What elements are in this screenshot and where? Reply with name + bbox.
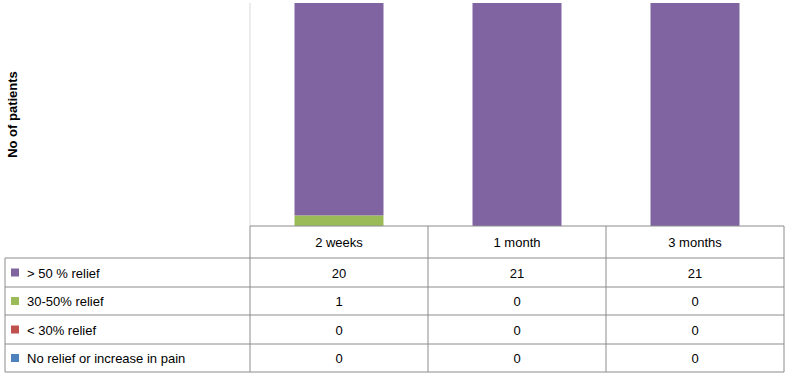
y-axis-line [250, 3, 251, 226]
legend-label: < 30% relief [27, 323, 96, 338]
table-value: 0 [691, 351, 698, 366]
bars [295, 3, 740, 226]
legend-swatch [11, 269, 19, 277]
table-line [5, 258, 6, 372]
table-value: 0 [513, 294, 520, 309]
table-line [250, 226, 784, 227]
category-label: 1 month [494, 235, 541, 250]
table-line [5, 344, 784, 345]
table-value: 21 [510, 266, 524, 281]
category-label: 3 months [668, 235, 722, 250]
table-value: 0 [691, 294, 698, 309]
table-line [5, 258, 784, 259]
table-value: 0 [513, 323, 520, 338]
table-value: 0 [335, 323, 342, 338]
bar-segment [295, 215, 384, 226]
table-line [5, 372, 784, 373]
bar-segment [651, 3, 740, 226]
chart: No of patients 2 weeks 1 month 3 months > 50… [0, 0, 792, 384]
legend-swatch [11, 326, 19, 334]
legend-label: No relief or increase in pain [27, 351, 185, 366]
legend-swatch [11, 297, 19, 305]
bar-segment [295, 3, 384, 215]
table-value: 0 [691, 323, 698, 338]
y-axis-label: No of patients [5, 71, 20, 158]
legend-label: 30-50% relief [27, 294, 104, 309]
table-value: 0 [513, 351, 520, 366]
table-value: 20 [332, 266, 346, 281]
table-line [5, 287, 784, 288]
table-value: 21 [688, 266, 702, 281]
table-line [5, 315, 784, 316]
bar-segment [473, 3, 562, 226]
table-line [428, 226, 429, 372]
table-line [250, 226, 251, 372]
legend-label: > 50 % relief [27, 266, 100, 281]
table-line [606, 226, 607, 372]
table-line [784, 226, 785, 372]
category-label: 2 weeks [315, 235, 363, 250]
table-value: 0 [335, 351, 342, 366]
legend-swatch [11, 354, 19, 362]
table-value: 1 [335, 294, 342, 309]
